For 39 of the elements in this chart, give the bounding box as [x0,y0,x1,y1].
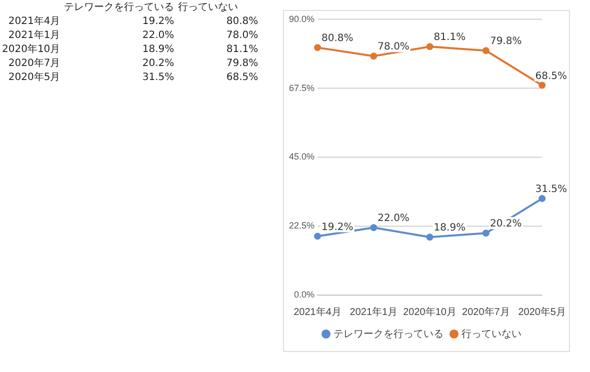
x-tick-label: 2020年10月 [403,306,456,318]
data-label: 18.9% [434,222,466,234]
data-label: 78.0% [378,42,410,53]
text: 78.0% [226,30,258,40]
y-tick-label: 90.0% [288,14,315,24]
legend-label: 行っていない [462,328,522,340]
data-label: 80.8% [322,33,354,44]
text: 20.2% [142,58,174,68]
x-tick-label: 2021年4月 [294,306,342,318]
text: 81.1% [226,44,258,54]
text: 行っていない [178,2,238,13]
text: 79.8% [226,58,258,68]
category-label: 2021年4月 [8,16,60,27]
category-label: 2021年1月 [8,30,60,41]
text: 68.5% [226,72,258,82]
text: 18.9% [142,44,174,54]
y-tick-label: 67.5% [288,82,315,93]
text: 80.8% [226,16,258,26]
data-label: 68.5% [535,70,568,82]
data-label: 79.8% [490,36,522,48]
data-label: 19.2% [322,222,354,233]
y-tick-label: 22.5% [288,220,315,231]
y-tick-label: 45.0% [288,152,315,162]
y-tick-label: 0.0% [294,289,315,300]
legend-label: テレワークを行っている [334,328,444,340]
data-label: 22.0% [378,213,410,224]
data-label: 81.1% [434,32,466,44]
text: テレワークを行っている [64,2,174,13]
category-label: 2020年5月 [8,72,60,83]
text: 22.0% [142,30,174,40]
category-label: 2020年7月 [8,58,60,69]
x-tick-label: 2020年7月 [462,306,510,318]
category-label: 2020年10月 [2,44,60,55]
data-label: 20.2% [490,218,522,230]
text: 31.5% [142,72,174,82]
x-tick-label: 2021年1月 [350,306,398,318]
text: 19.2% [142,16,174,26]
data-label: 31.5% [535,184,568,196]
x-tick-label: 2020年5月 [518,306,566,318]
